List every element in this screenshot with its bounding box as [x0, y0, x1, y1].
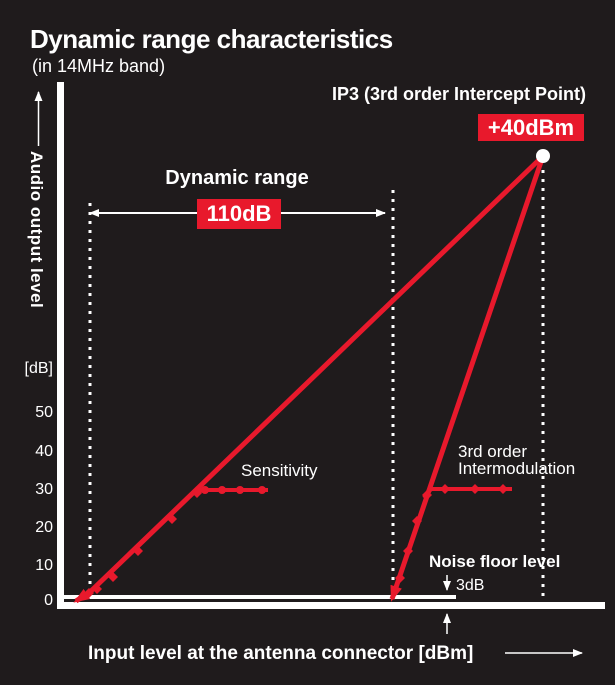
series-fundamental-response: [73, 154, 545, 604]
series-layer: [73, 154, 546, 604]
series-marker-fundamental-response: [108, 572, 118, 582]
series-marker-sensitivity-branch: [236, 486, 244, 494]
y-axis-line: [57, 82, 64, 609]
series-marker-third-order-imd: [395, 573, 405, 583]
series-marker-sensitivity-branch: [194, 487, 202, 495]
series-marker-sensitivity-branch: [218, 486, 226, 494]
series-marker-imd-branch: [440, 484, 450, 494]
series-marker-fundamental-response: [167, 514, 177, 524]
y-axis-title: Audio output level: [27, 151, 46, 309]
dynamic-range-value-badge: 110dB: [197, 199, 281, 229]
series-marker-third-order-imd: [412, 516, 422, 526]
y-tick-label: 50: [35, 404, 53, 421]
noise-floor-value: 3dB: [456, 577, 485, 594]
series-marker-fundamental-response: [133, 546, 143, 556]
dynamic-range-label: Dynamic range: [165, 167, 309, 189]
dynamic-range-arrow-left-head: [89, 209, 99, 217]
series-marker-third-order-imd: [403, 546, 413, 556]
y-tick-label: 20: [35, 519, 53, 536]
series-marker-imd-branch: [470, 484, 480, 494]
series-marker-sensitivity-branch: [258, 486, 266, 494]
x-axis-title: Input level at the antenna connector [dB…: [88, 643, 474, 664]
series-marker-fundamental-response: [84, 588, 94, 598]
series-marker-fundamental-response: [92, 584, 102, 594]
y-tick-label: 0: [44, 592, 53, 609]
imd-label-line2: Intermodulation: [458, 459, 576, 478]
ip3-annotation-label: IP3 (3rd order Intercept Point): [331, 84, 586, 104]
sensitivity-label: Sensitivity: [241, 461, 318, 480]
noise-floor-line: [64, 595, 456, 599]
series-marker-imd-branch: [498, 484, 508, 494]
y-tick-label: 40: [35, 443, 53, 460]
imd-label: 3rd order Intermodulation: [458, 443, 575, 477]
noise-floor-label: Noise floor level: [429, 552, 561, 571]
imd-label-line1: 3rd order: [458, 442, 527, 461]
y-tick-label: 30: [35, 481, 53, 498]
series-imd-branch: [422, 487, 512, 500]
ip3-intercept-point: [536, 149, 550, 163]
page-title: Dynamic range characteristics: [30, 24, 393, 54]
y-tick-label: 10: [35, 557, 53, 574]
series-third-order-imd: [389, 155, 546, 602]
ip3-value-badge: +40dBm: [478, 114, 584, 141]
page-subtitle: (in 14MHz band): [32, 56, 166, 76]
x-axis-line: [57, 602, 605, 609]
series-marker-sensitivity-branch: [201, 486, 209, 494]
y-axis-unit: [dB]: [24, 360, 53, 377]
